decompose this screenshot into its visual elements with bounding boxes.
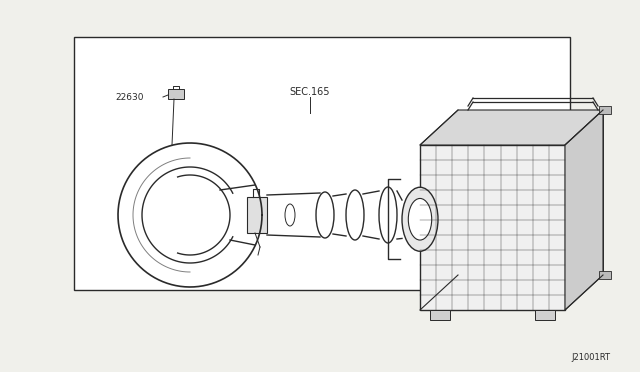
- Bar: [599, 106, 611, 114]
- Bar: [247, 197, 267, 233]
- Polygon shape: [420, 110, 603, 145]
- Ellipse shape: [285, 204, 295, 226]
- Bar: [168, 89, 184, 99]
- Ellipse shape: [408, 198, 432, 240]
- Text: J21001RT: J21001RT: [571, 353, 610, 362]
- Text: 22630: 22630: [115, 93, 143, 102]
- Bar: [535, 310, 555, 320]
- Bar: [430, 310, 450, 320]
- Bar: [420, 145, 565, 310]
- Bar: [458, 110, 603, 275]
- Polygon shape: [565, 110, 603, 310]
- Text: SEC.165: SEC.165: [290, 87, 330, 97]
- Bar: [599, 271, 611, 279]
- Bar: [74, 37, 570, 290]
- Ellipse shape: [402, 187, 438, 251]
